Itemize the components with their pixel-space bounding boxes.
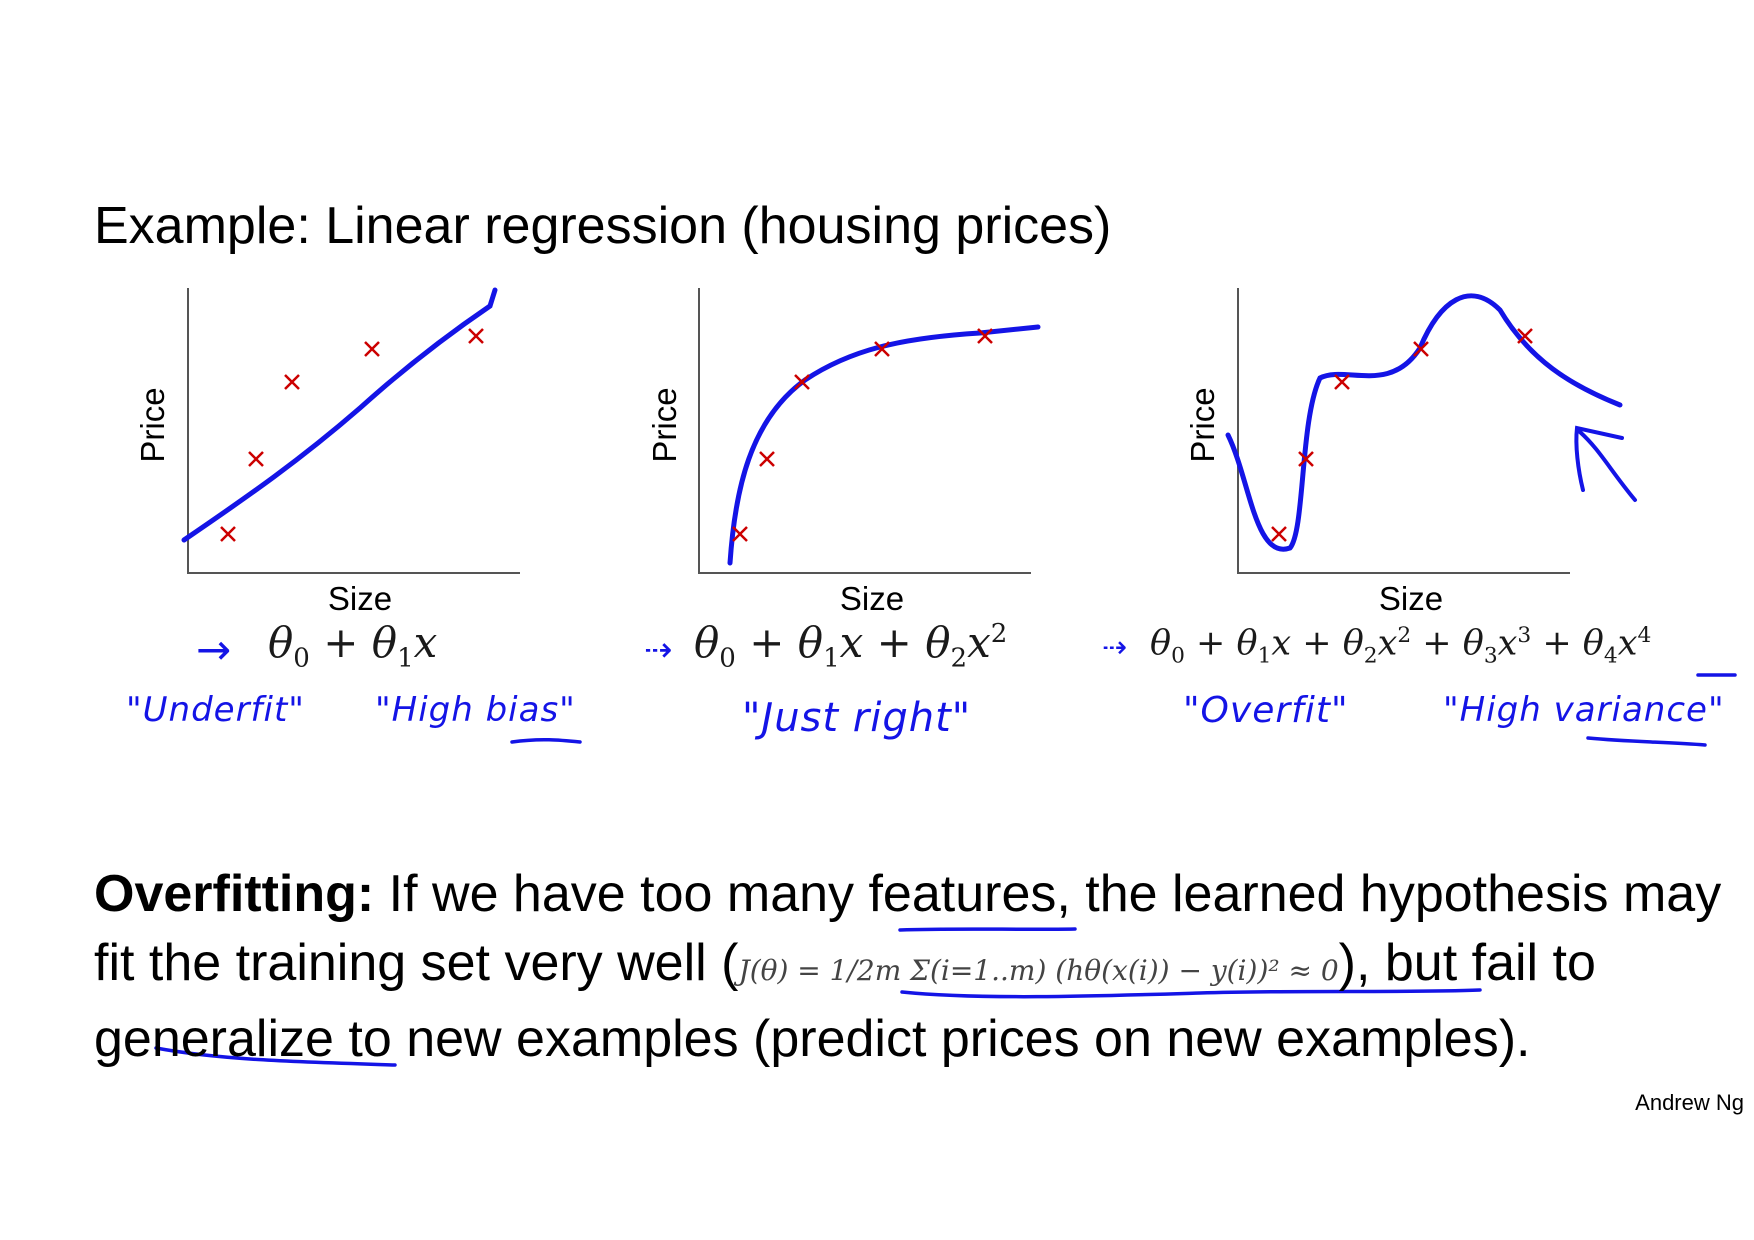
overfitting-definition: Overfitting: If we have too many feature… [94,860,1734,1074]
pointer-arrow [1574,425,1637,502]
slide-title: Example: Linear regression (housing pric… [94,197,1112,255]
data-point [248,451,264,467]
y-axis-label: Price [134,387,171,462]
data-point [977,328,993,344]
plot-just-right: Size Price [646,288,1041,617]
underline-generalize [154,1046,397,1067]
x-axis-label: Size [328,580,392,617]
x-axis-label: Size [840,580,904,617]
data-point [1298,451,1314,467]
data-point [794,374,810,390]
note-high-bias: "High bias" [375,690,576,730]
data-point [284,374,300,390]
note-underfit: "Underfit" [126,690,305,730]
ink-underlines [154,673,1737,1067]
y-axis-label: Price [646,387,683,462]
data-point [364,341,380,357]
fit-curve [1225,293,1623,552]
data-point [759,451,775,467]
data-points [1271,328,1533,542]
author-credit: Andrew Ng [1635,1090,1744,1115]
axis-lines [187,288,520,574]
fit-curve [727,324,1041,566]
y-axis-label: Price [1184,387,1221,462]
hypothesis-equation: θ0 + θ1x [268,618,438,674]
cost-equation: J(θ) = 1/2m Σ(i=1..m) (hθ(x(i)) − y(i))²… [738,954,1339,987]
underline-bias [510,737,582,744]
data-point [468,328,484,344]
data-point [1334,374,1350,390]
data-point [1413,341,1429,357]
arrow-icon: ⇢ [644,630,673,670]
hypothesis-equation: θ0 + θ1x + θ2x2 [694,618,1008,674]
data-points [220,328,484,542]
definition-lead: Overfitting: [94,865,375,923]
arrow-icon: → [196,625,232,674]
axis-lines [698,288,1031,574]
underline-variance [1586,736,1707,747]
definition-part1: If we have too many features, the learne… [94,865,1722,992]
definition-part2: ), but fail to generalize to new example… [94,934,1596,1068]
hypothesis-equation: θ0 + θ1x + θ2x2 + θ3x3 + θ4x4 [1150,623,1652,669]
data-point [732,526,748,542]
arrow-icon: ⇢ [1102,630,1128,665]
data-point [220,526,236,542]
axis-lines [1237,288,1570,574]
underline-features [898,927,1077,932]
note-high-variance: "High variance" [1443,690,1725,730]
data-points [732,328,993,542]
underline-equation [900,988,1482,999]
plot-underfit: Size Price [134,287,520,617]
data-point [1271,526,1287,542]
note-overfit: "Overfit" [1183,690,1349,731]
plot-overfit: Size Price [1184,288,1637,617]
data-point [1517,328,1533,344]
data-point [874,341,890,357]
fit-curve [181,287,498,543]
x-axis-label: Size [1379,580,1443,617]
note-just-right: "Just right" [742,695,972,741]
